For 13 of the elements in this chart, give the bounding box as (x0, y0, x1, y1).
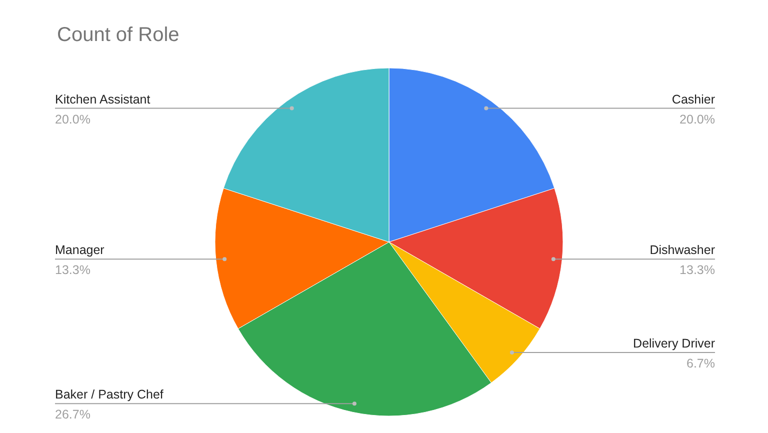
slice-label: Kitchen Assistant (55, 92, 151, 106)
data-label: 13.3% (680, 263, 715, 278)
slice-label: Delivery Driver (633, 336, 715, 350)
slice-label: Manager (55, 243, 104, 258)
data-label: 13.3% (55, 263, 90, 278)
slice-label: Cashier (672, 92, 715, 106)
slice-label: Dishwasher (650, 243, 715, 258)
data-label: 6.7% (686, 356, 715, 370)
data-label: 20.0% (680, 112, 715, 126)
chart-title: Count of Role (57, 24, 180, 47)
slice-label: Baker / Pastry Chef (55, 388, 164, 402)
data-label: 20.0% (55, 112, 90, 126)
data-label: 26.7% (55, 408, 90, 422)
